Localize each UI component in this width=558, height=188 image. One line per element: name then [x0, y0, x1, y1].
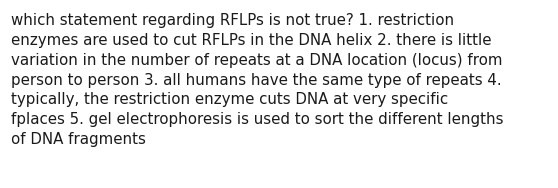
Text: which statement regarding RFLPs is not true? 1. restriction
enzymes are used to : which statement regarding RFLPs is not t… — [11, 13, 504, 147]
